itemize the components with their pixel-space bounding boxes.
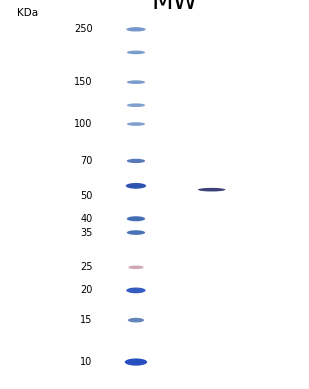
Ellipse shape xyxy=(198,188,226,191)
Text: 40: 40 xyxy=(80,214,93,224)
Text: 25: 25 xyxy=(80,262,93,272)
Text: KDa: KDa xyxy=(17,7,38,18)
Ellipse shape xyxy=(127,230,145,235)
Ellipse shape xyxy=(126,183,146,189)
Ellipse shape xyxy=(127,159,145,163)
Text: 35: 35 xyxy=(80,228,93,238)
Ellipse shape xyxy=(126,27,146,32)
Text: MW: MW xyxy=(151,0,198,14)
Ellipse shape xyxy=(128,318,144,322)
Text: 50: 50 xyxy=(80,191,93,201)
Ellipse shape xyxy=(127,103,145,107)
Text: 250: 250 xyxy=(74,25,93,34)
Text: 150: 150 xyxy=(74,77,93,87)
Ellipse shape xyxy=(127,216,145,221)
Ellipse shape xyxy=(125,358,147,366)
Ellipse shape xyxy=(127,81,145,84)
Text: 10: 10 xyxy=(80,357,93,367)
Text: 100: 100 xyxy=(74,119,93,129)
Text: 20: 20 xyxy=(80,286,93,295)
Ellipse shape xyxy=(128,266,144,269)
Ellipse shape xyxy=(126,287,146,293)
Text: 70: 70 xyxy=(80,156,93,166)
Text: 15: 15 xyxy=(80,315,93,325)
Ellipse shape xyxy=(127,51,145,54)
Ellipse shape xyxy=(127,122,145,126)
